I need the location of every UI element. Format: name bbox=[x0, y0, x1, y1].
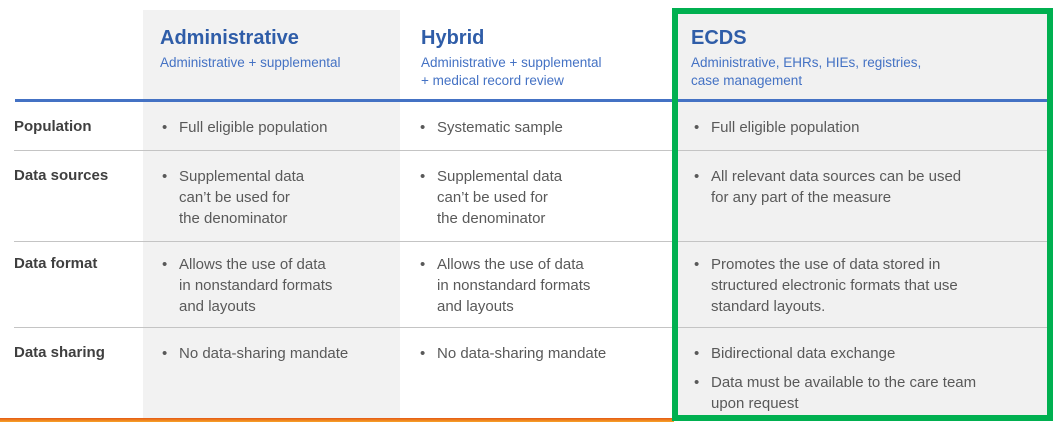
cell-data-sharing-administrative: • No data-sharing mandate bbox=[162, 343, 390, 364]
cell-data-sources-ecds: • All relevant data sources can be used … bbox=[694, 166, 1042, 208]
bullet-text: Promotes the use of data stored in bbox=[711, 256, 941, 273]
cell-population-hybrid: • Systematic sample bbox=[420, 117, 660, 138]
row-label-data-sources: Data sources bbox=[14, 167, 109, 184]
bullet-text: No data-sharing mandate bbox=[179, 345, 349, 362]
bullet-icon: • bbox=[694, 256, 700, 273]
column-subtitle-line: Administrative + supplemental bbox=[160, 55, 341, 70]
bullet-text: Supplemental data bbox=[179, 168, 305, 185]
bullet-text: the denominator bbox=[179, 210, 288, 227]
bullet-icon: • bbox=[162, 168, 168, 185]
row-separator bbox=[14, 241, 1047, 242]
bullet-text: Supplemental data bbox=[437, 168, 563, 185]
bullet-item: • Promotes the use of data stored in str… bbox=[694, 254, 1042, 317]
column-subtitle-line: Administrative, EHRs, HIEs, registries, bbox=[691, 55, 922, 70]
bullet-icon: • bbox=[420, 345, 426, 362]
bullet-item: • Supplemental data can’t be used for th… bbox=[420, 166, 660, 229]
bottom-accent-line bbox=[0, 418, 674, 422]
column-subtitle: Administrative + supplemental bbox=[160, 54, 340, 72]
header-divider-line bbox=[15, 99, 1047, 102]
cell-data-sharing-ecds: • Bidirectional data exchange • Data mus… bbox=[694, 343, 1042, 414]
bullet-icon: • bbox=[162, 256, 168, 273]
bullet-text: can’t be used for bbox=[437, 189, 548, 206]
row-separator bbox=[14, 150, 1047, 151]
cell-data-format-ecds: • Promotes the use of data stored in str… bbox=[694, 254, 1042, 317]
column-title: ECDS bbox=[691, 27, 747, 49]
bullet-text: the denominator bbox=[437, 210, 546, 227]
bullet-text: can’t be used for bbox=[179, 189, 290, 206]
bullet-item: • Bidirectional data exchange bbox=[694, 343, 1042, 364]
column-header-ecds: ECDS Administrative, EHRs, HIEs, registr… bbox=[691, 26, 921, 90]
ecds-column-background bbox=[678, 14, 1047, 415]
row-label-data-format: Data format bbox=[14, 255, 98, 272]
bullet-icon: • bbox=[420, 168, 426, 185]
bullet-icon: • bbox=[694, 345, 700, 362]
bullet-icon: • bbox=[162, 345, 168, 362]
bullet-icon: • bbox=[694, 168, 700, 185]
bullet-item: • Data must be available to the care tea… bbox=[694, 372, 1042, 414]
column-subtitle-line: case management bbox=[691, 73, 803, 88]
bullet-text: and layouts bbox=[437, 298, 514, 315]
bullet-text: No data-sharing mandate bbox=[437, 345, 607, 362]
administrative-column-background bbox=[143, 10, 400, 418]
bullet-text: structured electronic formats that use bbox=[711, 277, 958, 294]
bullet-text: All relevant data sources can be used bbox=[711, 168, 962, 185]
cell-data-sources-hybrid: • Supplemental data can’t be used for th… bbox=[420, 166, 660, 229]
bullet-text: in nonstandard formats bbox=[179, 277, 333, 294]
column-title: Administrative bbox=[160, 27, 299, 49]
bullet-item: • Full eligible population bbox=[694, 117, 1042, 138]
bullet-text: upon request bbox=[711, 395, 799, 412]
bullet-item: • Systematic sample bbox=[420, 117, 660, 138]
bullet-text: Allows the use of data bbox=[437, 256, 584, 273]
bullet-item: • Allows the use of data in nonstandard … bbox=[162, 254, 390, 317]
row-label-data-sharing: Data sharing bbox=[14, 344, 105, 361]
bullet-text: Data must be available to the care team bbox=[711, 374, 977, 391]
bullet-item: • Supplemental data can’t be used for th… bbox=[162, 166, 390, 229]
bullet-text: Bidirectional data exchange bbox=[711, 345, 896, 362]
cell-data-sources-administrative: • Supplemental data can’t be used for th… bbox=[162, 166, 390, 229]
column-header-hybrid: Hybrid Administrative + supplemental + m… bbox=[421, 26, 601, 90]
bullet-text: standard layouts. bbox=[711, 298, 826, 315]
bullet-text: Systematic sample bbox=[437, 119, 563, 136]
row-separator bbox=[14, 327, 1047, 328]
bullet-icon: • bbox=[694, 119, 700, 136]
cell-population-ecds: • Full eligible population bbox=[694, 117, 1042, 138]
bullet-text: and layouts bbox=[179, 298, 256, 315]
bullet-text: Allows the use of data bbox=[179, 256, 326, 273]
cell-population-administrative: • Full eligible population bbox=[162, 117, 390, 138]
column-subtitle: Administrative, EHRs, HIEs, registries, … bbox=[691, 54, 921, 90]
row-label-population: Population bbox=[14, 118, 92, 135]
bullet-text: Full eligible population bbox=[711, 119, 860, 136]
bullet-icon: • bbox=[162, 119, 168, 136]
bullet-item: • No data-sharing mandate bbox=[162, 343, 390, 364]
column-subtitle-line: + medical record review bbox=[421, 73, 564, 88]
cell-data-format-administrative: • Allows the use of data in nonstandard … bbox=[162, 254, 390, 317]
bullet-item: • All relevant data sources can be used … bbox=[694, 166, 1042, 208]
bullet-text: for any part of the measure bbox=[711, 189, 892, 206]
bullet-icon: • bbox=[420, 119, 426, 136]
column-title: Hybrid bbox=[421, 27, 485, 49]
column-subtitle: Administrative + supplemental + medical … bbox=[421, 54, 601, 90]
bullet-item: • Allows the use of data in nonstandard … bbox=[420, 254, 660, 317]
bullet-icon: • bbox=[694, 374, 700, 391]
column-subtitle-line: Administrative + supplemental bbox=[421, 55, 602, 70]
bullet-icon: • bbox=[420, 256, 426, 273]
bullet-text: Full eligible population bbox=[179, 119, 328, 136]
cell-data-sharing-hybrid: • No data-sharing mandate bbox=[420, 343, 660, 364]
bullet-text: in nonstandard formats bbox=[437, 277, 591, 294]
bullet-item: • Full eligible population bbox=[162, 117, 390, 138]
column-header-administrative: Administrative Administrative + suppleme… bbox=[160, 26, 340, 72]
ecds-highlight-border bbox=[672, 8, 1053, 421]
cell-data-format-hybrid: • Allows the use of data in nonstandard … bbox=[420, 254, 660, 317]
bullet-item: • No data-sharing mandate bbox=[420, 343, 660, 364]
